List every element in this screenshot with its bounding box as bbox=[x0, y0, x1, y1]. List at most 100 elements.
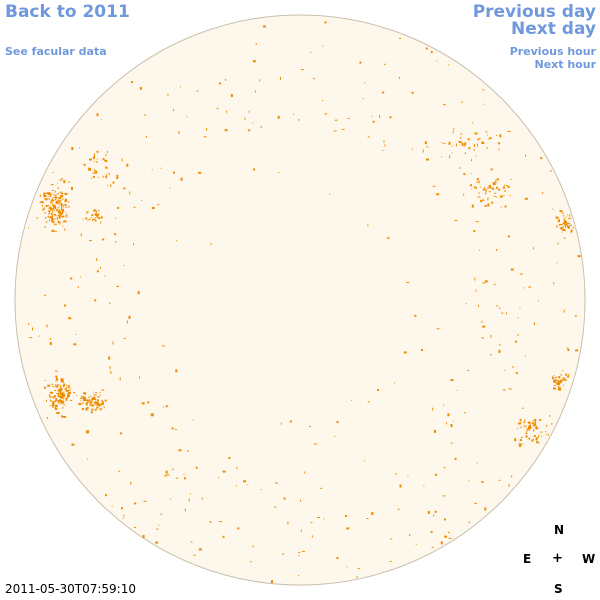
facula-speck bbox=[430, 51, 433, 54]
facula-speck bbox=[56, 216, 58, 220]
facula-speck bbox=[476, 178, 479, 180]
facula-speck bbox=[44, 212, 46, 214]
facula-speck bbox=[63, 304, 66, 307]
facula-speck bbox=[178, 449, 182, 452]
facula-speck bbox=[499, 307, 501, 310]
facula-speck bbox=[236, 467, 238, 470]
facula-speck bbox=[377, 389, 380, 391]
facula-speck bbox=[568, 226, 570, 229]
compass-north-label: N bbox=[554, 523, 565, 537]
facula-speck bbox=[123, 265, 125, 266]
facula-speck bbox=[454, 457, 457, 460]
facula-speck bbox=[447, 413, 450, 417]
facula-speck bbox=[82, 398, 86, 401]
next-day-link[interactable]: Next day bbox=[511, 19, 596, 39]
facula-speck bbox=[528, 424, 531, 427]
facula-speck bbox=[347, 118, 350, 119]
facula-speck bbox=[53, 196, 56, 198]
next-hour-link[interactable]: Next hour bbox=[534, 58, 597, 71]
facula-speck bbox=[81, 408, 84, 410]
facula-speck bbox=[120, 432, 123, 435]
facula-speck bbox=[84, 398, 87, 401]
facula-speck bbox=[119, 377, 121, 381]
see-facular-data-link[interactable]: See facular data bbox=[5, 45, 107, 58]
facula-speck bbox=[442, 104, 446, 106]
facula-speck bbox=[28, 227, 29, 229]
facula-speck bbox=[552, 377, 554, 380]
facula-speck bbox=[106, 151, 108, 153]
facula-speck bbox=[561, 224, 564, 226]
facula-speck bbox=[50, 395, 52, 398]
facula-speck bbox=[90, 399, 92, 402]
facula-speck bbox=[341, 128, 345, 130]
facula-speck bbox=[110, 184, 112, 188]
previous-day-link[interactable]: Previous day bbox=[472, 2, 596, 22]
facula-speck bbox=[78, 403, 82, 405]
facula-speck bbox=[60, 212, 63, 215]
facula-speck bbox=[372, 120, 375, 123]
facula-speck bbox=[97, 396, 100, 398]
facula-speck bbox=[49, 391, 53, 394]
facula-speck bbox=[557, 385, 559, 388]
facula-speck bbox=[126, 320, 128, 324]
facula-speck bbox=[64, 204, 67, 206]
facula-speck bbox=[59, 399, 62, 403]
facula-speck bbox=[534, 421, 536, 425]
facula-speck bbox=[55, 207, 57, 210]
facula-speck bbox=[300, 529, 302, 532]
facula-speck bbox=[446, 422, 448, 425]
facula-speck bbox=[160, 167, 162, 169]
facula-speck bbox=[56, 392, 58, 394]
facula-speck bbox=[91, 398, 93, 401]
facula-speck bbox=[453, 420, 455, 422]
facula-speck bbox=[58, 197, 61, 200]
facula-speck bbox=[88, 167, 92, 171]
facula-speck bbox=[487, 187, 489, 189]
previous-hour-link[interactable]: Previous hour bbox=[509, 45, 596, 58]
facula-speck bbox=[471, 204, 474, 208]
facula-speck bbox=[43, 192, 46, 196]
facula-speck bbox=[139, 86, 142, 90]
facula-speck bbox=[32, 327, 33, 331]
facula-speck bbox=[105, 177, 108, 179]
facula-speck bbox=[63, 396, 65, 398]
facula-speck bbox=[477, 196, 481, 198]
facula-speck bbox=[482, 325, 486, 328]
facula-speck bbox=[88, 396, 91, 398]
facula-speck bbox=[409, 534, 411, 536]
facula-speck bbox=[322, 45, 324, 47]
facula-speck bbox=[90, 401, 94, 403]
facula-speck bbox=[494, 192, 497, 194]
facula-speck bbox=[44, 198, 48, 201]
facula-speck bbox=[54, 231, 57, 233]
facula-speck bbox=[434, 510, 437, 513]
facula-speck bbox=[480, 321, 483, 323]
facula-speck bbox=[493, 189, 494, 191]
facula-speck bbox=[499, 195, 503, 198]
facula-speck bbox=[455, 143, 457, 147]
facula-speck bbox=[477, 139, 479, 141]
facula-speck bbox=[558, 224, 562, 225]
facula-speck bbox=[502, 389, 506, 391]
facula-speck bbox=[524, 197, 528, 200]
facula-speck bbox=[94, 402, 97, 405]
facula-speck bbox=[55, 377, 58, 381]
facula-speck bbox=[58, 222, 60, 224]
facula-speck bbox=[53, 206, 55, 210]
facula-speck bbox=[493, 195, 496, 197]
facula-speck bbox=[141, 402, 145, 405]
facula-speck bbox=[85, 408, 88, 411]
facula-speck bbox=[434, 429, 436, 433]
facula-speck bbox=[572, 226, 574, 229]
facula-speck bbox=[562, 229, 566, 231]
facula-speck bbox=[51, 383, 54, 385]
facula-speck bbox=[222, 535, 225, 538]
facula-speck bbox=[100, 266, 102, 269]
facula-speck bbox=[105, 166, 108, 169]
facula-speck bbox=[474, 502, 478, 504]
facula-speck bbox=[48, 198, 50, 200]
back-to-year-link[interactable]: Back to 2011 bbox=[5, 2, 130, 22]
facula-speck bbox=[131, 81, 134, 84]
facula-speck bbox=[425, 47, 428, 50]
